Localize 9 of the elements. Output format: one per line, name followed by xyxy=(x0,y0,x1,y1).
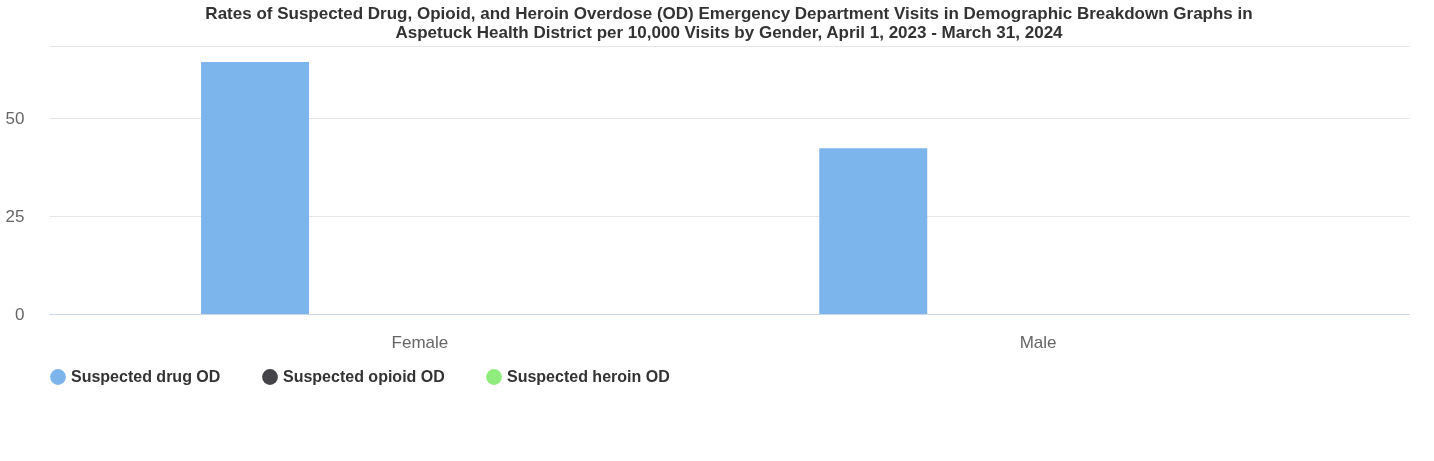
y-tick-label: 50 xyxy=(5,108,25,128)
chart-title: Rates of Suspected Drug, Opioid, and Heroin Overdose (OD) Emergency Department Visits in Demographic Breakdown Graphs in Aspetuck Health District per 10,000 Visits by Gender, April 1, 2023 - March 31, 2024 xyxy=(205,4,1253,42)
legend-label: Suspected heroin OD xyxy=(507,368,670,385)
y-tick-label: 25 xyxy=(5,206,25,226)
x-tick-label: Female xyxy=(391,332,449,352)
x-tick-label: Male xyxy=(1019,332,1057,352)
legend-label: Suspected opioid OD xyxy=(283,368,445,385)
legend-label: Suspected drug OD xyxy=(71,368,221,385)
y-tick-label: 0 xyxy=(15,304,25,324)
